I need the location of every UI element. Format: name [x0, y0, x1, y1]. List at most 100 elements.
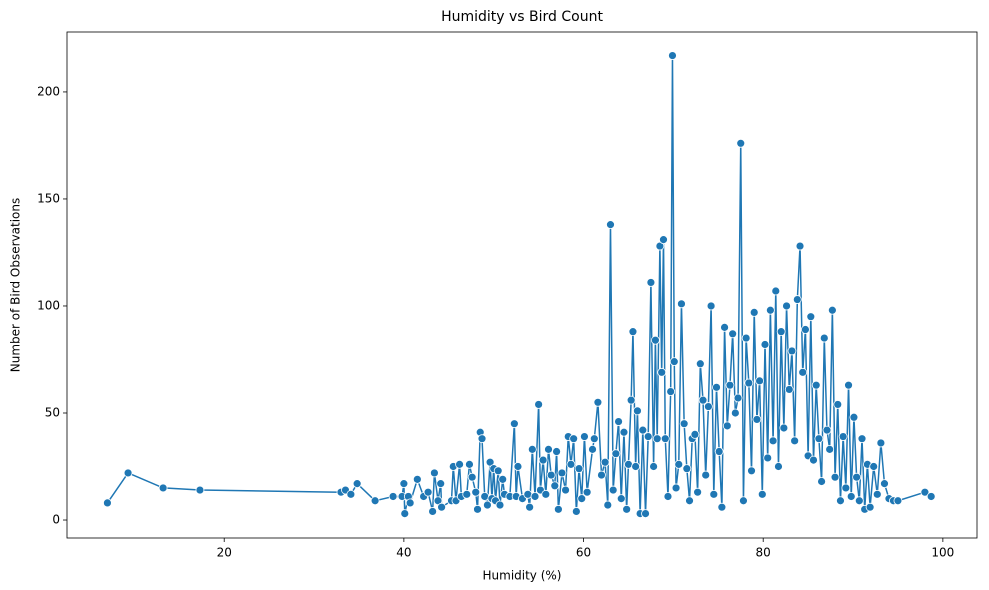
data-point	[844, 380, 853, 390]
data-point	[643, 432, 653, 441]
data-point	[706, 301, 716, 311]
data-point	[809, 455, 818, 465]
data-point	[825, 444, 835, 454]
data-point	[827, 305, 837, 315]
data-point	[838, 432, 848, 441]
data-point	[527, 444, 537, 454]
data-point	[480, 492, 490, 501]
plot-frame	[66, 31, 978, 539]
data-point	[811, 380, 821, 390]
data-point	[580, 432, 589, 441]
data-point	[801, 325, 810, 334]
data-point	[399, 479, 409, 489]
data-point	[465, 459, 474, 469]
data-point	[819, 333, 829, 343]
data-point	[455, 459, 464, 469]
data-point	[768, 436, 778, 446]
data-point	[467, 472, 477, 482]
data-point	[652, 434, 662, 444]
data-point	[631, 462, 641, 471]
data-point	[611, 449, 621, 459]
data-point	[790, 436, 800, 446]
data-point	[589, 434, 599, 444]
data-point	[817, 477, 826, 486]
data-point	[774, 462, 783, 471]
data-point	[638, 425, 648, 435]
data-point	[880, 479, 889, 489]
y-axis-label: Number of Bird Observations	[9, 198, 23, 372]
data-point	[483, 500, 492, 510]
data-point	[795, 241, 805, 251]
data-point	[752, 415, 762, 424]
data-point	[849, 412, 859, 422]
data-point	[498, 474, 508, 484]
data-point	[728, 329, 738, 339]
data-point	[606, 220, 615, 230]
data-point	[577, 494, 587, 504]
data-point	[523, 489, 533, 499]
data-point	[760, 340, 770, 349]
data-point	[346, 489, 356, 499]
data-point	[814, 434, 824, 444]
data-point	[541, 489, 551, 499]
y-tick-label: 200	[37, 84, 60, 98]
data-point	[616, 494, 626, 504]
data-point	[659, 235, 668, 245]
data-point	[663, 492, 673, 501]
data-point	[779, 423, 789, 433]
data-point	[158, 483, 168, 493]
data-point	[550, 481, 560, 491]
data-point	[582, 487, 592, 497]
data-point	[714, 447, 724, 456]
data-point	[633, 406, 642, 416]
data-point	[674, 459, 684, 469]
data-point	[557, 468, 567, 478]
data-point	[552, 447, 561, 456]
data-point	[626, 395, 636, 405]
x-tick-label: 100	[931, 546, 954, 560]
y-tick-label: 50	[45, 405, 60, 419]
data-point	[771, 286, 781, 296]
data-point	[513, 462, 523, 471]
data-point	[195, 485, 205, 495]
x-tick-label: 60	[576, 546, 591, 560]
data-point	[695, 359, 705, 369]
data-point	[571, 507, 581, 516]
chart-title: Humidity vs Bird Count	[441, 9, 603, 25]
data-point	[722, 421, 732, 431]
y-tick-label: 100	[37, 298, 60, 312]
data-point	[423, 487, 433, 497]
data-point	[553, 504, 563, 514]
data-point	[593, 397, 603, 407]
data-point	[852, 472, 862, 482]
data-point	[682, 464, 692, 474]
x-axis-label: Humidity (%)	[483, 569, 562, 583]
data-point	[430, 468, 439, 478]
y-tick-label: 0	[52, 513, 60, 527]
data-point	[846, 492, 856, 501]
data-point	[103, 498, 112, 508]
data-point	[400, 509, 410, 518]
data-point	[854, 496, 864, 506]
data-point	[926, 492, 936, 501]
data-point	[352, 479, 362, 489]
data-point	[495, 500, 505, 510]
data-point	[493, 466, 503, 476]
data-point	[720, 322, 729, 332]
x-tick-label: 20	[217, 546, 232, 560]
data-point	[624, 459, 633, 469]
data-point	[608, 485, 618, 495]
data-point	[477, 434, 487, 444]
data-point	[857, 434, 867, 444]
data-point	[651, 335, 660, 345]
data-point	[763, 453, 773, 463]
data-point	[782, 301, 791, 311]
data-point	[569, 434, 579, 444]
data-point	[741, 333, 751, 343]
data-point	[370, 496, 380, 506]
data-point	[538, 455, 548, 465]
data-point	[525, 502, 535, 512]
data-point	[509, 419, 519, 429]
data-point	[588, 444, 597, 454]
data-point	[701, 470, 711, 480]
